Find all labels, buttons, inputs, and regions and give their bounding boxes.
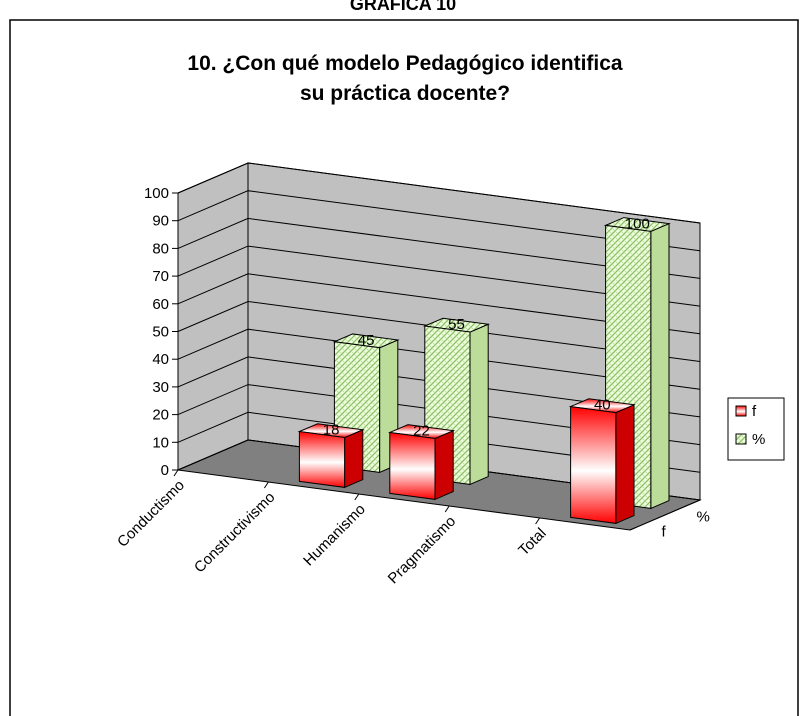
- data-label: 55: [448, 316, 465, 333]
- y-tick-label: 40: [152, 351, 169, 368]
- grid-line: [177, 273, 701, 335]
- bar: [387, 424, 456, 501]
- legend-swatch: [735, 405, 747, 417]
- bar: [568, 398, 636, 525]
- depth-label: %: [697, 509, 710, 526]
- data-label: 18: [323, 422, 340, 439]
- legend-swatch: [735, 433, 747, 445]
- grid-line: [177, 411, 701, 473]
- data-label: 100: [625, 216, 650, 233]
- grid-line: [177, 162, 701, 224]
- legend-label: %: [752, 431, 765, 448]
- y-tick-label: 60: [152, 296, 169, 313]
- y-tick-label: 10: [152, 434, 169, 451]
- y-tick-label: 30: [152, 379, 169, 396]
- x-tick: [535, 517, 541, 525]
- bar-side: [650, 222, 670, 510]
- bar-front: [298, 430, 346, 488]
- page-header: GRAFICA 10: [350, 0, 456, 14]
- grid-line: [177, 384, 701, 446]
- grid-line: [177, 356, 701, 418]
- y-tick-label: 0: [161, 462, 169, 479]
- x-tick: [354, 493, 360, 501]
- bar: [297, 423, 365, 489]
- y-tick-label: 80: [152, 240, 169, 257]
- grid-line: [177, 300, 701, 362]
- grid-line: [177, 190, 701, 252]
- grid-line: [177, 439, 701, 501]
- x-tick: [263, 481, 269, 489]
- legend-label: f: [752, 403, 757, 420]
- y-tick-label: 50: [152, 324, 169, 341]
- grid-line: [177, 217, 701, 279]
- data-label: 22: [413, 423, 430, 440]
- grid-line: [177, 328, 701, 390]
- y-tick-label: 20: [152, 407, 169, 424]
- x-tick: [444, 505, 450, 513]
- bar-front: [570, 406, 617, 524]
- bar-front: [389, 431, 436, 500]
- depth-label: f: [662, 524, 667, 541]
- depth-axis: [629, 499, 701, 531]
- bar-side: [615, 404, 635, 525]
- bar-side: [434, 429, 454, 501]
- y-tick-label: 70: [152, 268, 169, 285]
- x-tick: [173, 469, 179, 477]
- bar-side: [469, 323, 489, 486]
- y-tick-label: 90: [152, 213, 169, 230]
- bar-side: [344, 428, 364, 489]
- data-label: 40: [594, 397, 611, 414]
- data-label: 45: [358, 332, 375, 349]
- chart-title: 10. ¿Con qué modelo Pedagógico identific…: [187, 52, 623, 105]
- grid-line: [177, 245, 701, 307]
- y-tick-label: 100: [144, 185, 169, 202]
